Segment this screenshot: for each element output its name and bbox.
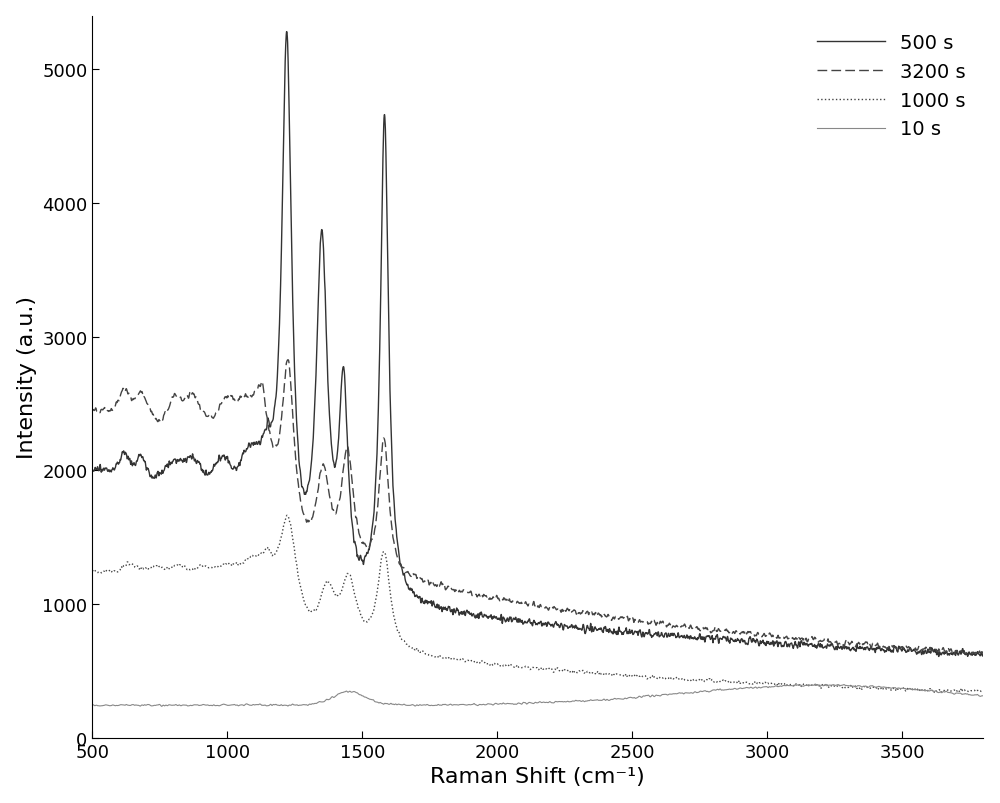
500 s: [281, 28, 293, 38]
Line: 1000 s: 1000 s: [92, 516, 983, 693]
500 s: [86, 467, 98, 476]
1000 s: [307, 607, 319, 617]
10 s: [307, 699, 319, 709]
10 s: [610, 695, 622, 704]
Line: 3200 s: 3200 s: [92, 361, 983, 655]
3200 s: [977, 650, 989, 659]
500 s: [977, 649, 989, 658]
500 s: [933, 652, 945, 662]
Line: 10 s: 10 s: [92, 684, 983, 707]
Legend: 500 s, 3200 s, 1000 s, 10 s: 500 s, 3200 s, 1000 s, 10 s: [809, 26, 974, 147]
Line: 500 s: 500 s: [92, 33, 983, 657]
10 s: [809, 679, 821, 689]
3200 s: [916, 645, 928, 654]
10 s: [896, 683, 908, 693]
3200 s: [956, 646, 968, 656]
1000 s: [916, 685, 928, 695]
10 s: [977, 691, 989, 701]
500 s: [895, 646, 907, 655]
10 s: [916, 685, 928, 695]
500 s: [610, 630, 622, 639]
1000 s: [895, 685, 907, 695]
3200 s: [86, 405, 98, 414]
500 s: [291, 415, 303, 425]
3200 s: [282, 356, 294, 365]
3200 s: [291, 464, 303, 474]
500 s: [956, 646, 968, 655]
1000 s: [281, 511, 293, 520]
X-axis label: Raman Shift (cm⁻¹): Raman Shift (cm⁻¹): [430, 766, 645, 786]
1000 s: [928, 688, 940, 698]
3200 s: [895, 642, 907, 652]
1000 s: [86, 567, 98, 577]
1000 s: [291, 559, 303, 569]
3200 s: [307, 512, 319, 522]
3200 s: [971, 650, 983, 660]
Y-axis label: Intensity (a.u.): Intensity (a.u.): [17, 296, 37, 459]
10 s: [86, 700, 98, 710]
10 s: [291, 700, 303, 710]
500 s: [307, 440, 319, 450]
1000 s: [977, 686, 989, 695]
1000 s: [610, 669, 622, 679]
10 s: [156, 702, 168, 711]
10 s: [956, 690, 968, 699]
500 s: [916, 650, 928, 659]
3200 s: [610, 613, 622, 622]
1000 s: [956, 686, 968, 695]
